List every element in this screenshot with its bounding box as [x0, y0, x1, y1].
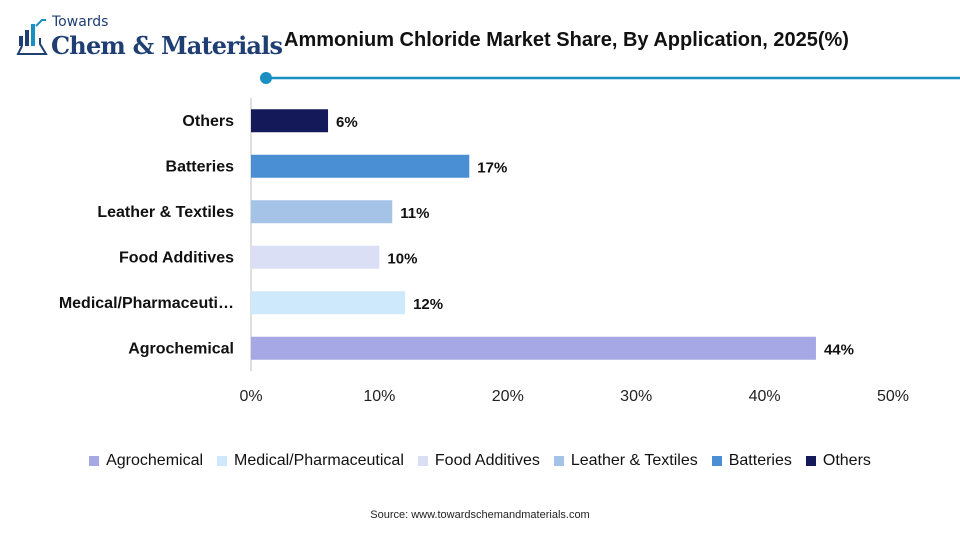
chart-title: Ammonium Chloride Market Share, By Appli…: [284, 29, 849, 51]
bar-others: [251, 109, 329, 133]
x-tick-label: 10%: [363, 388, 395, 405]
x-tick-label: 30%: [620, 388, 652, 405]
chart-legend: Agrochemical Medical/Pharmaceutical Food A…: [0, 452, 960, 470]
logo-top-text: Towards: [52, 14, 109, 30]
legend-label: Food Additives: [434, 452, 540, 469]
legend-item-medical-pharmaceutical: Medical/Pharmaceutical: [217, 452, 404, 470]
value-label-batteries: 17%: [477, 159, 507, 176]
source-note: Source: www.towardschemandmaterials.com: [370, 509, 590, 521]
legend-swatch: [417, 456, 428, 466]
category-label-others: Others: [182, 113, 234, 130]
legend-label: Batteries: [728, 452, 792, 469]
category-label-food-additives: Food Additives: [119, 249, 234, 266]
legend-swatch: [553, 456, 564, 466]
bar-batteries: [251, 154, 470, 178]
bar-agrochemical: [251, 336, 816, 360]
legend-label: Leather & Textiles: [570, 452, 698, 469]
legend-swatch: [217, 456, 228, 466]
value-label-others: 6%: [336, 114, 358, 131]
bar-medical-pharmaceutical: [251, 291, 406, 315]
logo: Towards Chem & Materials: [16, 12, 283, 64]
legend-swatch: [89, 456, 100, 466]
category-label-leather-textiles: Leather & Textiles: [97, 204, 234, 221]
legend-item-agrochemical: Agrochemical: [89, 452, 203, 470]
value-label-medical-pharmaceutical: 12%: [413, 296, 443, 313]
x-tick-label: 40%: [749, 388, 781, 405]
value-label-food-additives: 10%: [387, 250, 417, 267]
legend-item-leather-textiles: Leather & Textiles: [553, 452, 698, 470]
category-label-batteries: Batteries: [166, 158, 235, 175]
flask-icon: [16, 19, 48, 55]
x-tick-label: 50%: [877, 388, 909, 405]
legend-item-food-additives: Food Additives: [417, 452, 540, 470]
value-label-leather-textiles: 11%: [400, 205, 429, 222]
legend-label: Others: [822, 452, 871, 469]
x-tick-label: 0%: [239, 388, 262, 405]
category-label-agrochemical: Agrochemical: [128, 340, 234, 357]
legend-item-others: Others: [805, 452, 871, 470]
legend-item-batteries: Batteries: [711, 452, 792, 470]
legend-swatch: [805, 456, 816, 466]
bar-leather-textiles: [251, 200, 393, 224]
legend-swatch: [711, 456, 722, 466]
title-rule: [260, 72, 960, 84]
bar-chart: Others 6% Batteries 17% Leather & Textiles 11…: [59, 98, 909, 405]
bar-food-additives: [251, 245, 380, 269]
category-label-medical-pharmaceutical: Medical/Pharmaceuti…: [59, 295, 234, 312]
legend-label: Agrochemical: [106, 452, 204, 469]
x-tick-label: 20%: [492, 388, 524, 405]
logo-main-text: Chem & Materials: [51, 31, 283, 60]
value-label-agrochemical: 44%: [824, 341, 854, 358]
legend-label: Medical/Pharmaceutical: [234, 452, 404, 469]
